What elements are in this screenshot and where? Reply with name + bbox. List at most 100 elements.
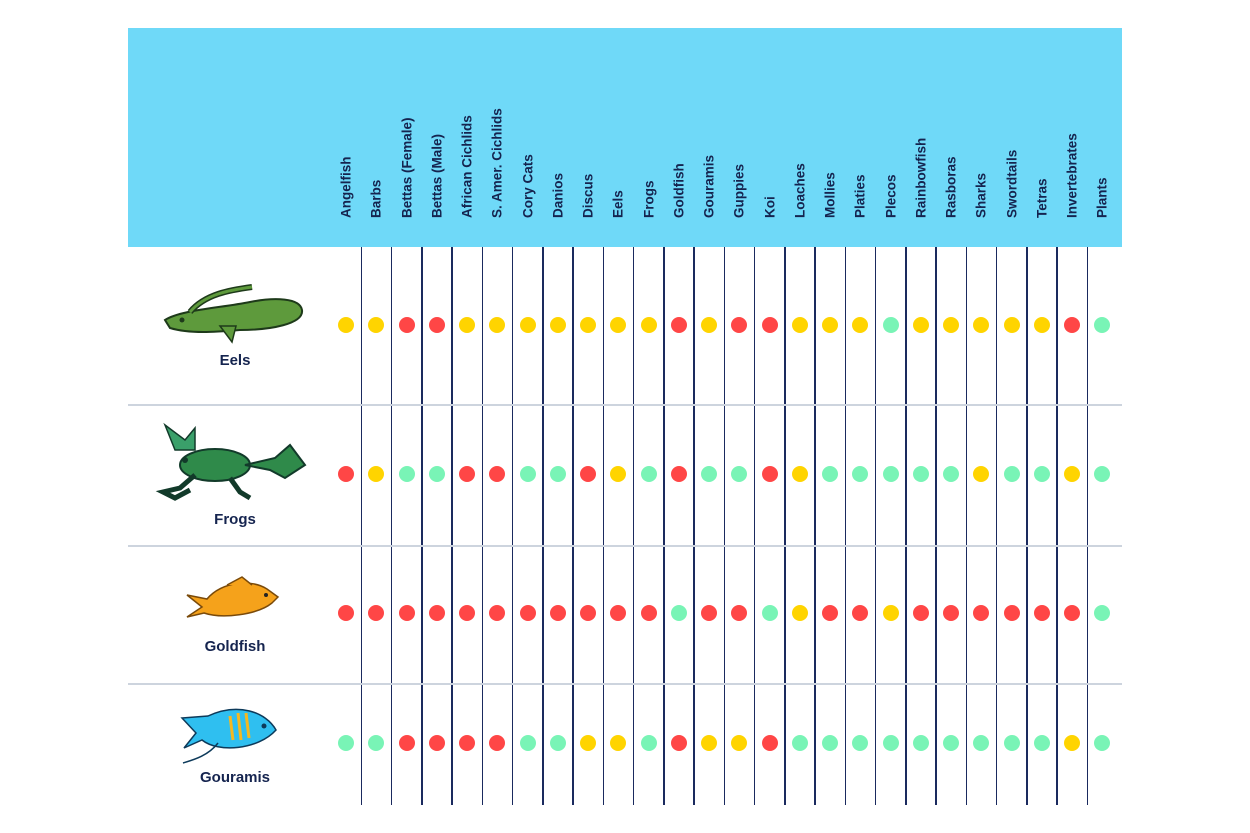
compatibility-dot-caution: [610, 317, 627, 333]
compatibility-dot-incompatible: [943, 605, 960, 621]
column-divider: [905, 247, 907, 805]
column-divider: [753, 247, 756, 805]
compatibility-dot-incompatible: [459, 466, 476, 482]
compatibility-dot-compatible: [852, 735, 869, 751]
compatibility-dot-caution: [791, 605, 808, 621]
column-header: Plecos: [876, 28, 906, 233]
compatibility-dot-compatible: [852, 466, 869, 482]
column-header-label: Barbs: [368, 179, 384, 218]
compatibility-dot-compatible: [1033, 466, 1050, 482]
compatibility-dot-compatible: [428, 466, 445, 482]
compatibility-dot-caution: [1064, 466, 1081, 482]
compatibility-dot-incompatible: [368, 605, 385, 621]
compatibility-dot-incompatible: [1003, 605, 1020, 621]
column-header: S. Amer. Cichlids: [482, 28, 512, 233]
column-divider: [693, 247, 695, 805]
column-header: Goldfish: [664, 28, 694, 233]
column-divider: [965, 247, 967, 805]
row-label: Frogs: [214, 511, 256, 528]
compatibility-dot-incompatible: [549, 605, 566, 621]
compatibility-dot-incompatible: [852, 605, 869, 621]
row-divider: [128, 545, 1122, 547]
compatibility-dot-compatible: [549, 735, 566, 751]
column-header-label: Angelfish: [338, 156, 354, 218]
compatibility-dot-compatible: [338, 735, 355, 751]
compatibility-dot-compatible: [398, 466, 415, 482]
compatibility-dot-incompatible: [459, 605, 476, 621]
compatibility-dot-incompatible: [398, 317, 415, 333]
column-header-label: Danios: [550, 172, 566, 218]
row-label: Gouramis: [199, 769, 271, 786]
column-header: Rasboras: [936, 28, 966, 233]
column-divider: [421, 247, 423, 805]
column-header-label: Bettas (Female): [399, 117, 414, 218]
compatibility-dot-caution: [973, 466, 990, 482]
compatibility-dot-incompatible: [731, 317, 748, 333]
column-header-label: African Cichlids: [459, 115, 475, 218]
column-header-label: Eels: [610, 190, 626, 218]
compatibility-dot-compatible: [1094, 735, 1111, 751]
compatibility-dot-compatible: [882, 466, 899, 482]
column-header-label: Platies: [852, 174, 868, 218]
compatibility-dot-incompatible: [459, 735, 476, 751]
column-divider: [451, 247, 453, 805]
compatibility-dot-compatible: [761, 605, 778, 621]
compatibility-dot-incompatible: [428, 605, 445, 621]
column-header-label: Swordtails: [1004, 149, 1019, 218]
compatibility-dot-caution: [1033, 317, 1050, 333]
compatibility-dot-caution: [580, 317, 597, 333]
column-divider: [511, 247, 514, 805]
compatibility-dot-caution: [1003, 317, 1020, 333]
compatibility-dot-incompatible: [428, 317, 445, 333]
compatibility-dot-caution: [610, 466, 627, 482]
compatibility-dot-compatible: [943, 735, 960, 751]
compatibility-dot-incompatible: [640, 605, 657, 621]
column-header-label: Rainbowfish: [913, 137, 929, 218]
column-divider: [874, 247, 877, 805]
compatibility-dot-caution: [791, 317, 808, 333]
column-header: Plants: [1087, 28, 1117, 233]
compatibility-dot-compatible: [822, 735, 839, 751]
compatibility-dot-incompatible: [338, 466, 355, 482]
column-divider: [784, 247, 786, 805]
column-header-band: [128, 28, 1122, 247]
column-divider: [632, 247, 635, 805]
compatibility-dot-incompatible: [580, 466, 597, 482]
compatibility-dot-compatible: [701, 466, 718, 482]
column-divider: [1026, 247, 1028, 805]
compatibility-dot-compatible: [1003, 466, 1020, 482]
column-header: Barbs: [361, 28, 391, 233]
column-header: Invertebrates: [1057, 28, 1087, 233]
column-header: Mollies: [815, 28, 845, 233]
compatibility-dot-compatible: [670, 605, 687, 621]
column-header-label: Cory Cats: [520, 154, 535, 218]
column-divider: [572, 247, 574, 805]
compatibility-dot-incompatible: [1064, 605, 1081, 621]
column-header-label: Rasboras: [943, 156, 959, 218]
compatibility-dot-caution: [822, 317, 839, 333]
column-header: Guppies: [724, 28, 754, 233]
compatibility-dot-caution: [549, 317, 566, 333]
compatibility-dot-incompatible: [398, 605, 415, 621]
compatibility-dot-caution: [852, 317, 869, 333]
compatibility-dot-compatible: [1094, 466, 1111, 482]
compatibility-dot-incompatible: [761, 466, 778, 482]
column-header: Loaches: [785, 28, 815, 233]
column-header-label: Plants: [1094, 177, 1110, 218]
compatibility-dot-incompatible: [761, 317, 778, 333]
compatibility-dot-caution: [973, 317, 990, 333]
compatibility-dot-incompatible: [670, 317, 687, 333]
compatibility-dot-caution: [1064, 735, 1081, 751]
column-divider: [935, 247, 937, 805]
column-header-label: Loaches: [792, 163, 808, 218]
column-divider: [390, 247, 393, 805]
column-header-label: Invertebrates: [1064, 133, 1080, 218]
column-divider: [481, 247, 483, 805]
column-divider: [1056, 247, 1058, 805]
compatibility-dot-caution: [912, 317, 929, 333]
compatibility-dot-caution: [459, 317, 476, 333]
compatibility-dot-compatible: [640, 735, 657, 751]
column-header: Cory Cats: [513, 28, 543, 233]
compatibility-dot-compatible: [822, 466, 839, 482]
compatibility-dot-incompatible: [489, 605, 506, 621]
